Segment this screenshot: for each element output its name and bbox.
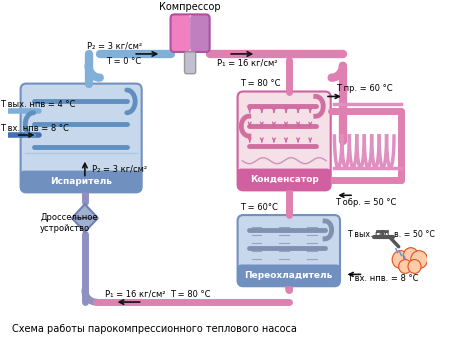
Text: T пр. = 60 °C: T пр. = 60 °C bbox=[336, 84, 393, 93]
Text: T = 80 °C: T = 80 °C bbox=[171, 290, 211, 299]
FancyBboxPatch shape bbox=[21, 171, 142, 192]
FancyBboxPatch shape bbox=[190, 14, 210, 52]
Text: P₁ = 16 кг/см²: P₁ = 16 кг/см² bbox=[216, 58, 277, 67]
Polygon shape bbox=[72, 204, 98, 218]
Text: Схема работы парокомпрессионного теплового насоса: Схема работы парокомпрессионного теплово… bbox=[12, 324, 297, 334]
Text: P₂ = 3 кг/см²: P₂ = 3 кг/см² bbox=[87, 41, 142, 51]
Text: T = 0 °C: T = 0 °C bbox=[106, 57, 142, 66]
FancyBboxPatch shape bbox=[238, 169, 331, 190]
Text: T вх. нпв = 8 °C: T вх. нпв = 8 °C bbox=[0, 123, 69, 133]
FancyBboxPatch shape bbox=[21, 83, 142, 192]
Text: T = 80 °C: T = 80 °C bbox=[240, 79, 281, 88]
Text: Переохладитель: Переохладитель bbox=[245, 271, 333, 280]
Text: T обр. = 50 °C: T обр. = 50 °C bbox=[335, 198, 397, 207]
Text: Конденсатор: Конденсатор bbox=[250, 175, 319, 184]
Text: P₂ = 3 кг/см²: P₂ = 3 кг/см² bbox=[92, 164, 148, 173]
FancyBboxPatch shape bbox=[238, 215, 340, 286]
Circle shape bbox=[403, 248, 418, 263]
Polygon shape bbox=[72, 218, 98, 232]
Circle shape bbox=[411, 251, 428, 268]
Circle shape bbox=[399, 260, 412, 273]
FancyBboxPatch shape bbox=[238, 264, 340, 286]
Text: T = 60°C: T = 60°C bbox=[240, 203, 278, 212]
Text: Испаритель: Испаритель bbox=[50, 177, 112, 186]
Text: T вых. гор. в. = 50 °C: T вых. гор. в. = 50 °C bbox=[347, 231, 435, 239]
FancyBboxPatch shape bbox=[171, 14, 190, 52]
FancyBboxPatch shape bbox=[238, 92, 331, 190]
FancyBboxPatch shape bbox=[184, 52, 196, 74]
Circle shape bbox=[392, 251, 409, 268]
Text: P₁ = 16 кг/см²: P₁ = 16 кг/см² bbox=[105, 290, 166, 299]
Text: T вых. нпв = 4 °C: T вых. нпв = 4 °C bbox=[0, 100, 76, 109]
Text: Компрессор: Компрессор bbox=[159, 2, 221, 12]
Circle shape bbox=[408, 260, 421, 273]
Text: Дроссельное
устройство: Дроссельное устройство bbox=[40, 213, 98, 233]
Text: T вх. нпв. = 8 °C: T вх. нпв. = 8 °C bbox=[347, 274, 419, 283]
